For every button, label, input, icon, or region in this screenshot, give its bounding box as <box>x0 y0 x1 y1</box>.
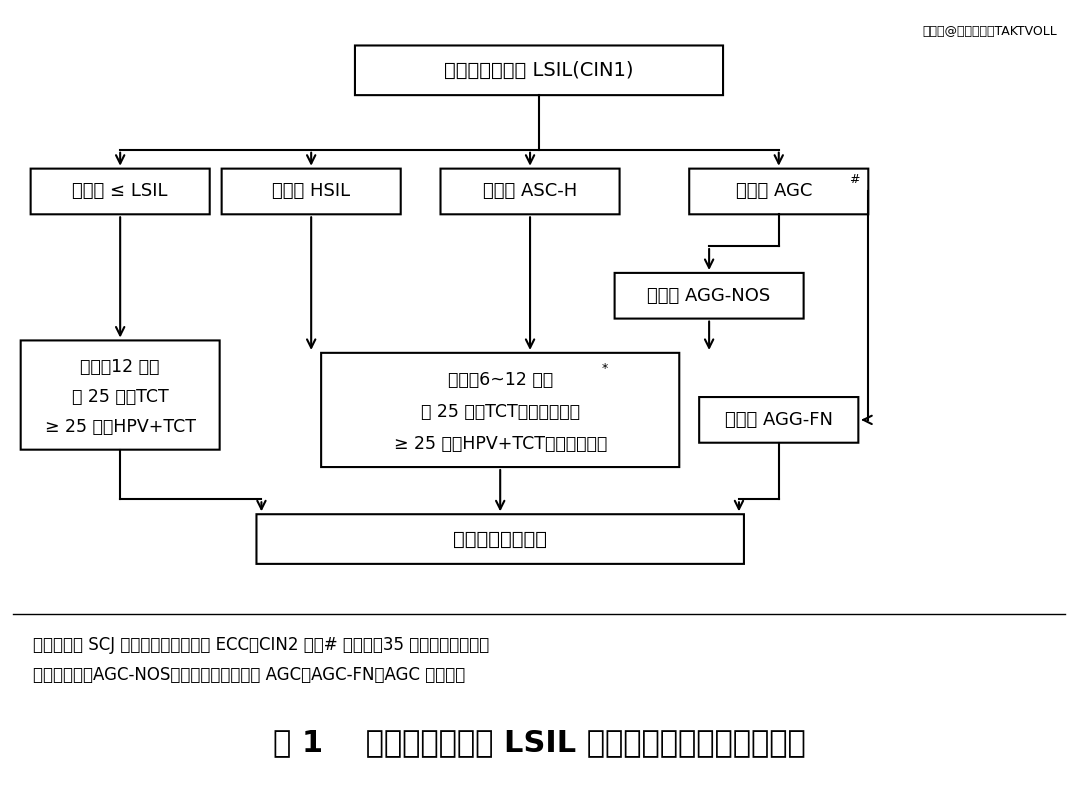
FancyBboxPatch shape <box>30 168 210 214</box>
Text: 组织病理学诊断 LSIL(CIN1): 组织病理学诊断 LSIL(CIN1) <box>444 61 634 80</box>
FancyBboxPatch shape <box>700 397 858 443</box>
Text: *: * <box>602 361 608 375</box>
Text: ≥ 25 岁：HPV+TCT，阴道镜检查: ≥ 25 岁：HPV+TCT，阴道镜检查 <box>393 435 607 452</box>
FancyBboxPatch shape <box>614 273 803 319</box>
Text: 细胞学 AGG-FN: 细胞学 AGG-FN <box>724 411 833 429</box>
Text: 搜狐号@北京索吉瑞TAKTVOLL: 搜狐号@北京索吉瑞TAKTVOLL <box>923 25 1058 38</box>
FancyBboxPatch shape <box>355 45 723 95</box>
Text: 随访：12 个月: 随访：12 个月 <box>81 358 160 376</box>
FancyBboxPatch shape <box>689 168 868 214</box>
Text: 诊断性宫颈锥切术: 诊断性宫颈锥切术 <box>453 530 548 548</box>
FancyBboxPatch shape <box>20 341 220 450</box>
FancyBboxPatch shape <box>441 168 620 214</box>
Text: #: # <box>849 173 859 186</box>
FancyBboxPatch shape <box>222 168 401 214</box>
FancyBboxPatch shape <box>321 353 679 467</box>
Text: 图 1    根据组织病理学 LSIL 前细胞学风险分层管理流程: 图 1 根据组织病理学 LSIL 前细胞学风险分层管理流程 <box>273 729 805 758</box>
Text: ＊仅适用于 SCJ 和病变范围可见，且 ECC＜CIN2 者；# 当年龄＞35 岁，需行子宫内膜: ＊仅适用于 SCJ 和病变范围可见，且 ECC＜CIN2 者；# 当年龄＞35 … <box>32 637 489 654</box>
FancyBboxPatch shape <box>257 514 744 563</box>
Text: 随访：6~12 个月: 随访：6~12 个月 <box>447 371 553 389</box>
Text: 细胞学 ASC-H: 细胞学 ASC-H <box>483 183 577 200</box>
Text: 细胞学 AGC: 细胞学 AGC <box>735 183 812 200</box>
Text: 细胞学 AGG-NOS: 细胞学 AGG-NOS <box>648 287 771 305</box>
Text: 细胞学 ≤ LSIL: 细胞学 ≤ LSIL <box>72 183 168 200</box>
Text: ≥ 25 岁：HPV+TCT: ≥ 25 岁：HPV+TCT <box>44 418 196 436</box>
Text: ＜ 25 岁：TCT，阴道镜检查: ＜ 25 岁：TCT，阴道镜检查 <box>420 403 580 421</box>
Text: ＜ 25 岁：TCT: ＜ 25 岁：TCT <box>72 388 168 406</box>
Text: 诊断性刮宫；AGC-NOS：未明确诊断意义的 AGC；AGC-FN：AGC 倾向瘤变: 诊断性刮宫；AGC-NOS：未明确诊断意义的 AGC；AGC-FN：AGC 倾向… <box>32 667 465 684</box>
Text: 细胞学 HSIL: 细胞学 HSIL <box>272 183 350 200</box>
